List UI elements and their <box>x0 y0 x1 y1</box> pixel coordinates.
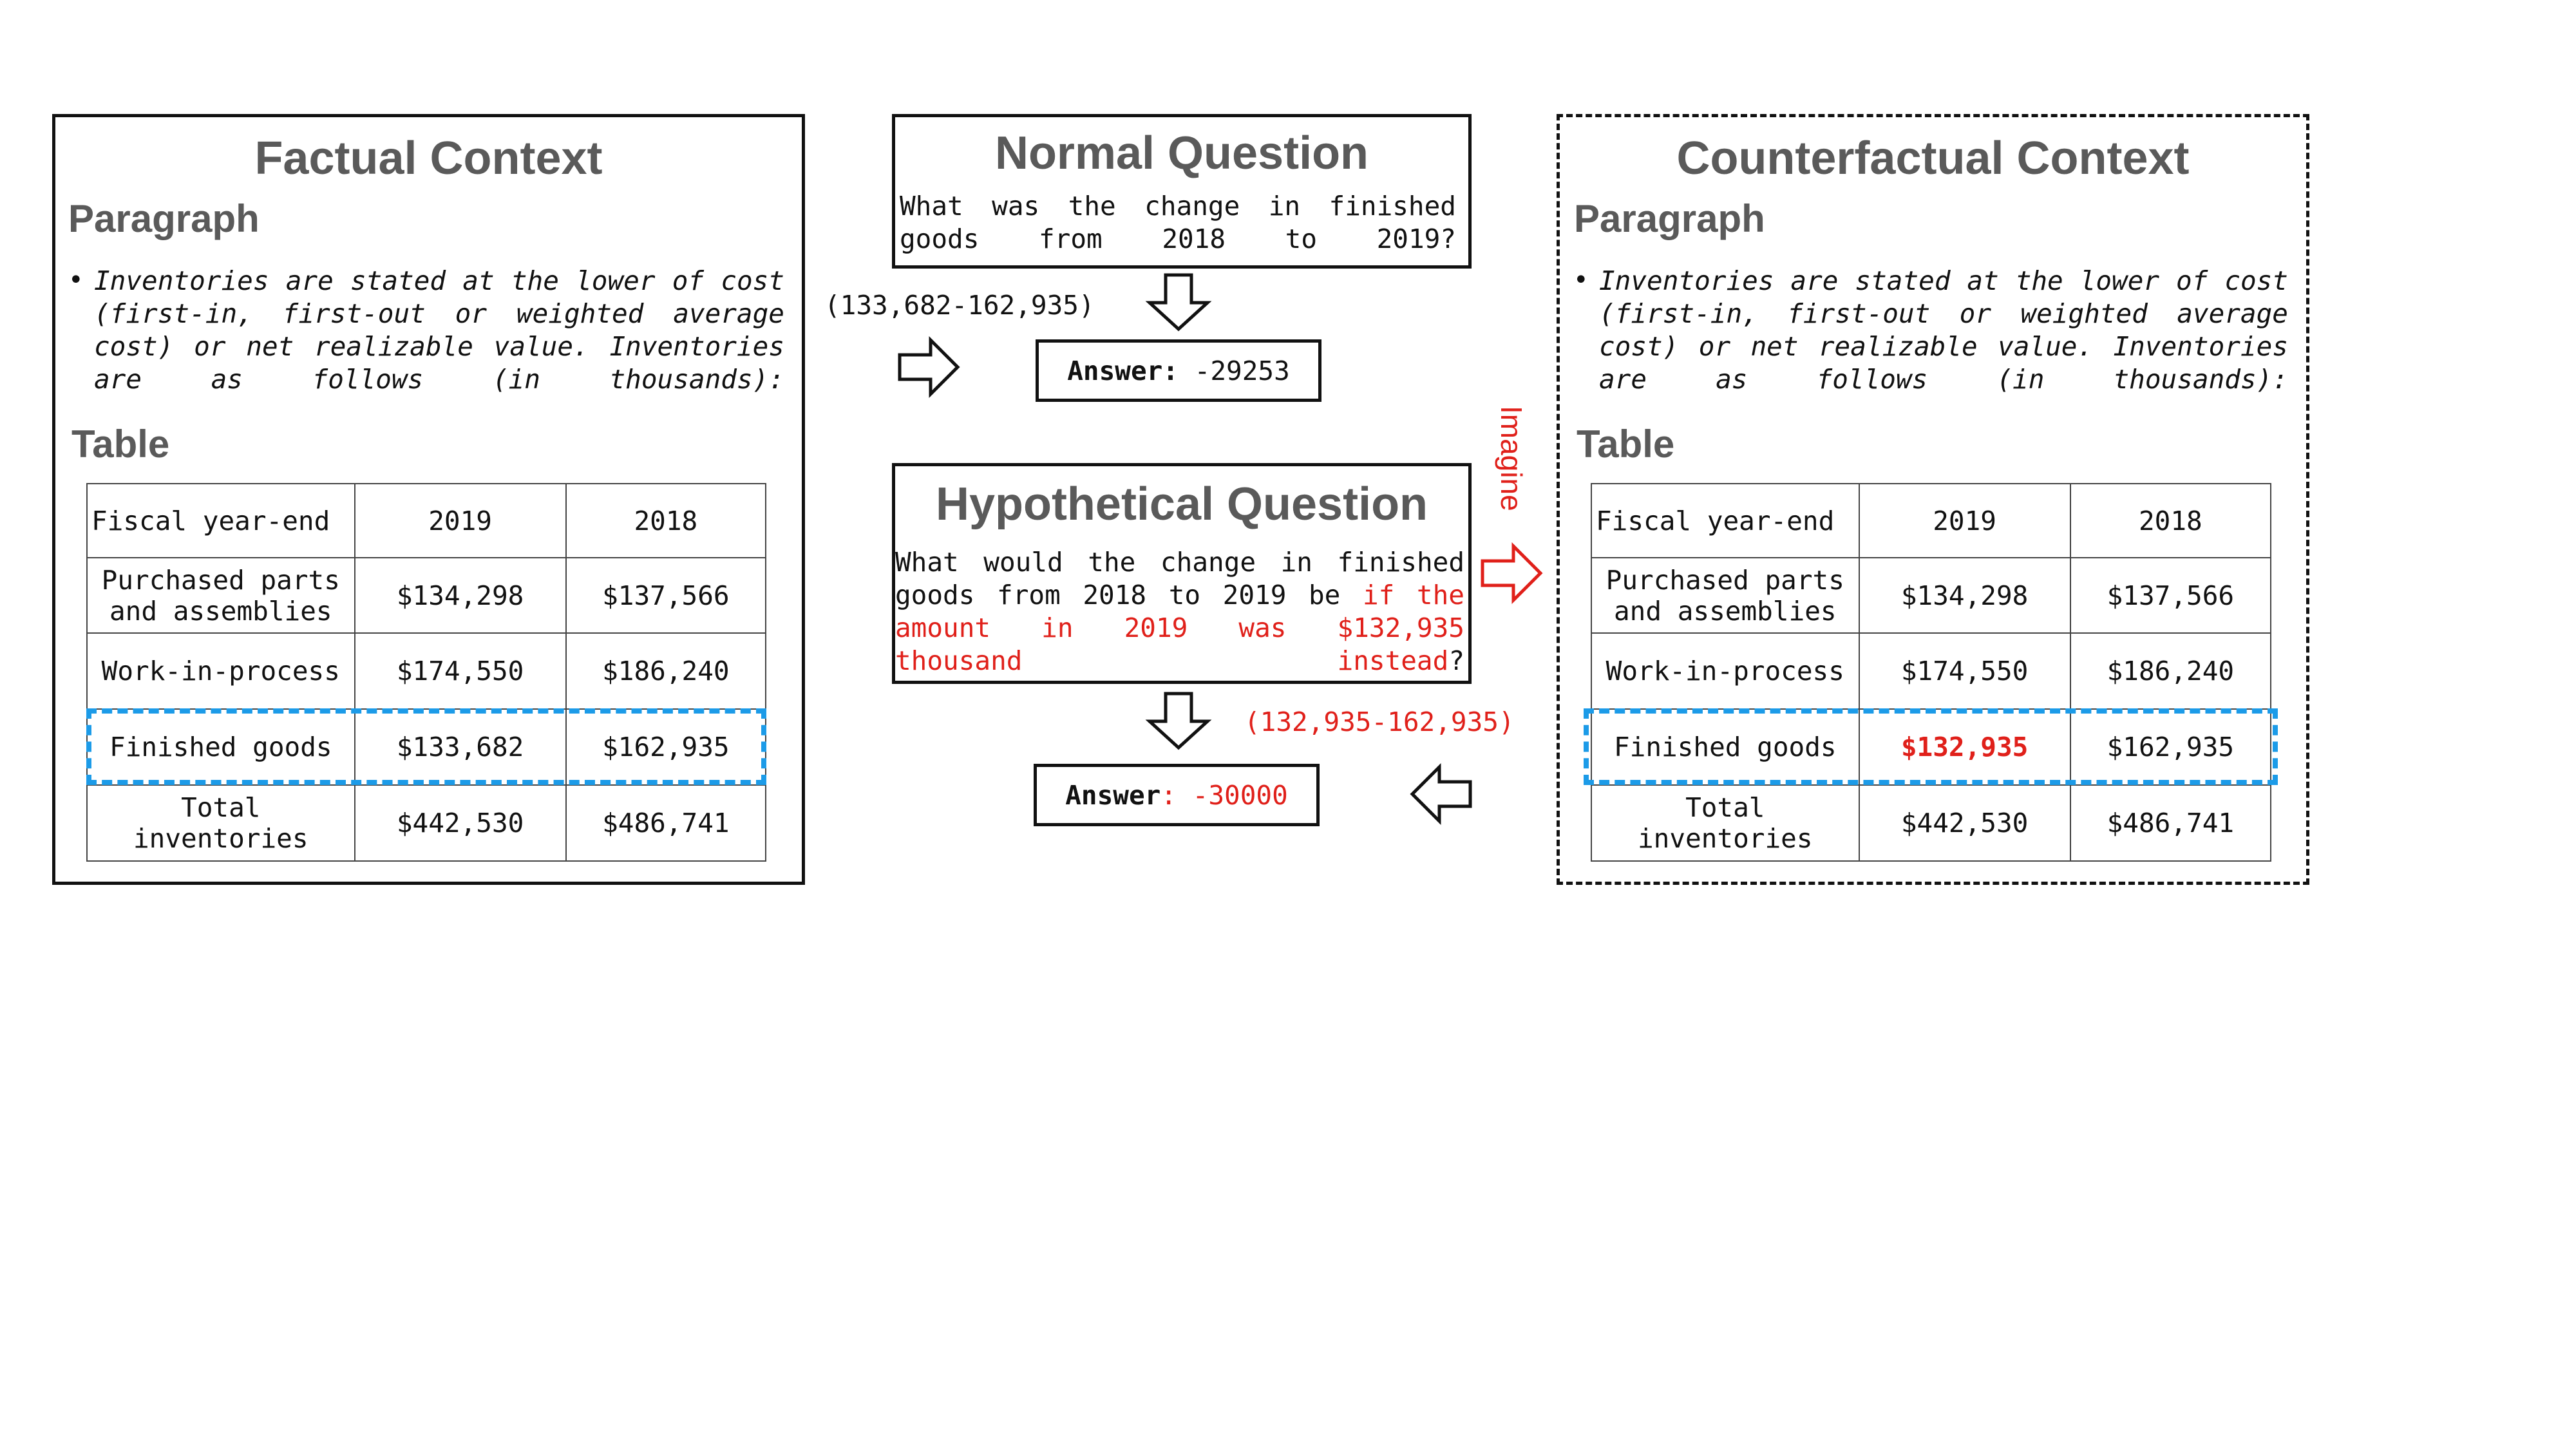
table-cell: $162,935 <box>565 708 767 786</box>
table-cell: Fiscal year-end <box>1591 483 1860 558</box>
table-cell: $486,741 <box>565 784 767 862</box>
table-cell: $442,530 <box>354 784 567 862</box>
imagine-label: Imagine <box>1495 406 1528 511</box>
hypothetical-question-plain: What would the change in finished goods … <box>895 547 1464 611</box>
hypothetical-question-title: Hypothetical Question <box>935 478 1428 530</box>
table-cell: $162,935 <box>2069 708 2272 786</box>
hypothetical-question-text: What would the change in finished goods … <box>895 546 1464 677</box>
table-cell: 2019 <box>1858 483 2071 558</box>
right-arrow-icon <box>898 336 960 399</box>
table-row: Purchased parts and assemblies $134,298 … <box>1591 557 2272 634</box>
table-cell: Work-in-process <box>1591 632 1860 710</box>
normal-question-box <box>892 114 1472 269</box>
table-cell: $137,566 <box>565 557 767 634</box>
table-cell: Purchased parts and assemblies <box>86 557 355 634</box>
normal-answer-box: Answer: -29253 <box>1036 339 1321 402</box>
table-cell: 2018 <box>565 483 767 558</box>
table-cell: $134,298 <box>1858 557 2071 634</box>
table-cell: $137,566 <box>2069 557 2272 634</box>
table-row: Total inventories $442,530 $486,741 <box>1591 784 2272 862</box>
table-cell: Total inventories <box>1591 784 1860 862</box>
table-cell: Total inventories <box>86 784 355 862</box>
normal-question-title: Normal Question <box>994 128 1369 179</box>
counterfactual-highlight-row <box>1584 708 2278 785</box>
table-cell: $134,298 <box>354 557 567 634</box>
table-row: Total inventories $442,530 $486,741 <box>86 784 767 862</box>
hypothetical-calc: (132,935-162,935) <box>1244 706 1515 737</box>
counterfactual-bullet: • <box>1573 265 1589 295</box>
factual-table: Fiscal year-end 2019 2018 Purchased part… <box>86 483 767 862</box>
counterfactual-paragraph-heading: Paragraph <box>1574 197 1765 240</box>
table-row: Work-in-process $174,550 $186,240 <box>1591 632 2272 710</box>
table-cell: $174,550 <box>354 632 567 710</box>
factual-table-heading: Table <box>71 422 170 466</box>
normal-calc: (133,682-162,935) <box>824 290 1095 321</box>
hypothetical-question-highlight: if the amount in 2019 was $132,935 thous… <box>895 580 1464 676</box>
table-row: Fiscal year-end 2019 2018 <box>1591 483 2272 558</box>
table-cell: $174,550 <box>1858 632 2071 710</box>
table-cell: 2018 <box>2069 483 2272 558</box>
table-row: Work-in-process $174,550 $186,240 <box>86 632 767 710</box>
hypothetical-answer-label: Answer <box>1065 779 1161 811</box>
factual-paragraph: Inventories are stated at the lower of c… <box>94 265 784 395</box>
hypothetical-question-end: ? <box>1448 645 1464 676</box>
table-cell: Work-in-process <box>86 632 355 710</box>
table-cell: $186,240 <box>565 632 767 710</box>
table-cell: Fiscal year-end <box>86 483 355 558</box>
factual-highlight-row <box>86 708 766 785</box>
table-cell: $132,935 <box>1858 708 2071 786</box>
hypothetical-answer-box: Answer: -30000 <box>1034 764 1320 826</box>
counterfactual-context-title: Counterfactual Context <box>1676 133 2190 184</box>
counterfactual-table-heading: Table <box>1577 422 1675 466</box>
left-arrow-icon <box>1410 762 1472 826</box>
normal-question-text: What was the change in finished goods fr… <box>900 191 1456 254</box>
table-cell: Finished goods <box>1591 708 1860 786</box>
table-cell: Purchased parts and assemblies <box>1591 557 1860 634</box>
table-cell: $186,240 <box>2069 632 2272 710</box>
imagine-arrow-icon <box>1481 542 1543 605</box>
down-arrow-icon <box>1145 273 1212 332</box>
table-cell: $486,741 <box>2069 784 2272 862</box>
table-row: Fiscal year-end 2019 2018 <box>86 483 767 558</box>
hypothetical-question-box <box>892 463 1472 684</box>
normal-answer-value: -29253 <box>1179 355 1290 386</box>
table-row: Purchased parts and assemblies $134,298 … <box>86 557 767 634</box>
factual-bullet: • <box>68 265 84 295</box>
normal-answer-label: Answer: <box>1067 355 1179 386</box>
hypothetical-answer-value: : -30000 <box>1160 779 1288 811</box>
table-cell: $442,530 <box>1858 784 2071 862</box>
factual-context-title: Factual Context <box>254 133 603 184</box>
counterfactual-paragraph: Inventories are stated at the lower of c… <box>1599 265 2288 395</box>
counterfactual-table: Fiscal year-end 2019 2018 Purchased part… <box>1591 483 2272 862</box>
table-cell: 2019 <box>354 483 567 558</box>
table-row: Finished goods $132,935 $162,935 <box>1591 708 2272 786</box>
down-arrow-icon <box>1145 692 1212 750</box>
factual-paragraph-heading: Paragraph <box>68 197 260 240</box>
